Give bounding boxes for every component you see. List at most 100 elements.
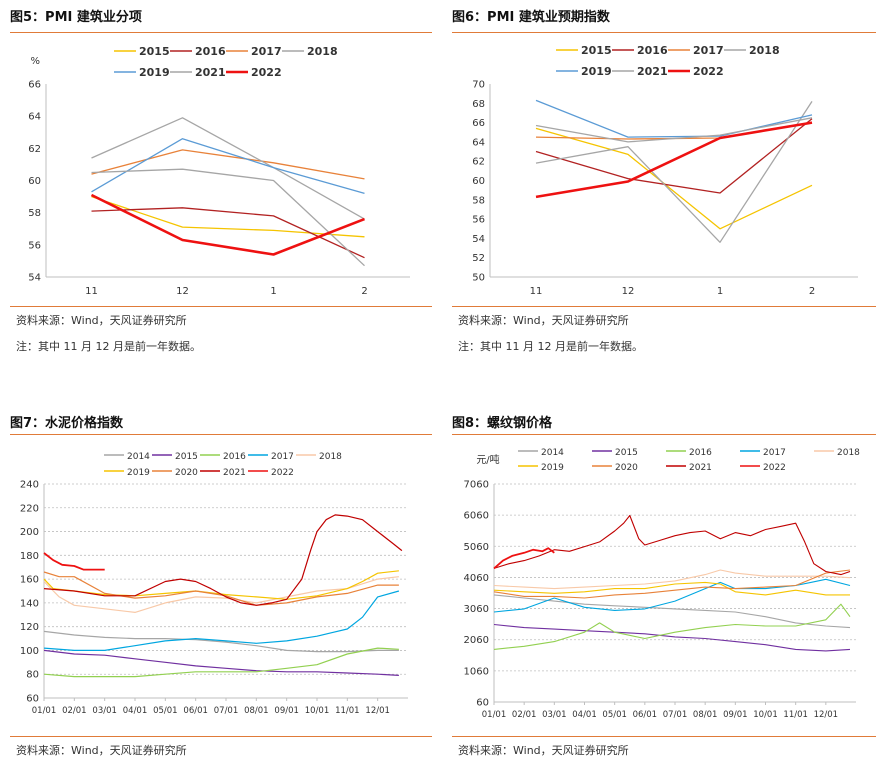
x-tick-label: 02/01 bbox=[512, 710, 537, 720]
series-line-2022 bbox=[90, 193, 365, 256]
series-line-2022 bbox=[493, 547, 555, 570]
legend-label-2022: 2022 bbox=[763, 463, 786, 473]
legend-label-2020: 2020 bbox=[615, 463, 638, 473]
y-tick-label: 66 bbox=[472, 118, 485, 129]
legend-label-2021: 2021 bbox=[689, 463, 712, 473]
series-line-2017 bbox=[493, 578, 851, 613]
legend-label-2017: 2017 bbox=[763, 448, 786, 458]
footnote-text: 注：其中 11 月 12 月是前一年数据。 bbox=[458, 340, 643, 353]
legend-label-2018: 2018 bbox=[319, 452, 342, 462]
series-line-2021 bbox=[91, 168, 365, 267]
title-divider bbox=[452, 32, 876, 33]
y-tick-label: 64 bbox=[472, 137, 485, 148]
x-tick-label: 03/01 bbox=[92, 706, 117, 716]
series-line-2019 bbox=[91, 138, 365, 195]
y-tick-label: 68 bbox=[472, 99, 485, 110]
series-line-2015 bbox=[43, 649, 399, 676]
x-tick-label: 12/01 bbox=[814, 710, 839, 720]
series-line-2018 bbox=[43, 576, 399, 613]
y-tick-label: 54 bbox=[28, 273, 41, 284]
y-tick-label: 80 bbox=[26, 670, 39, 681]
series-line-2019 bbox=[493, 581, 850, 596]
x-tick-label: 11 bbox=[85, 286, 98, 297]
x-tick-label: 2 bbox=[809, 286, 815, 297]
x-tick-label: 12 bbox=[176, 286, 189, 297]
legend-label-2016: 2016 bbox=[637, 44, 668, 57]
y-tick-label: 6060 bbox=[464, 511, 489, 522]
series-line-2021 bbox=[493, 514, 851, 576]
y-tick-label: 56 bbox=[28, 240, 41, 251]
series-line-2019 bbox=[535, 99, 813, 138]
y-tick-label: 64 bbox=[28, 112, 41, 123]
y-tick-label: 58 bbox=[472, 195, 485, 206]
y-tick-label: 240 bbox=[20, 480, 39, 491]
series-line-2018 bbox=[493, 569, 851, 590]
legend-label-2019: 2019 bbox=[541, 463, 564, 473]
source-text: 资料来源：Wind，天风证券研究所 bbox=[16, 314, 187, 327]
x-tick-label: 12 bbox=[622, 286, 635, 297]
source-text: 资料来源：Wind，天风证券研究所 bbox=[458, 744, 629, 757]
x-tick-label: 11/01 bbox=[783, 710, 808, 720]
y-tick-label: 60 bbox=[472, 176, 485, 187]
source-divider bbox=[10, 736, 432, 737]
x-tick-label: 10/01 bbox=[753, 710, 778, 720]
legend-label-2017: 2017 bbox=[693, 44, 724, 57]
y-tick-label: 62 bbox=[28, 144, 41, 155]
y-tick-label: 52 bbox=[472, 253, 485, 264]
y-tick-label: 60 bbox=[28, 176, 41, 187]
legend-label-2015: 2015 bbox=[581, 44, 612, 57]
legend-label-2014: 2014 bbox=[541, 448, 564, 458]
x-tick-label: 05/01 bbox=[153, 706, 178, 716]
y-tick-label: 1060 bbox=[464, 666, 489, 677]
x-tick-label: 09/01 bbox=[274, 706, 299, 716]
x-tick-label: 08/01 bbox=[693, 710, 718, 720]
legend-label-2015: 2015 bbox=[175, 452, 198, 462]
y-tick-label: 160 bbox=[20, 575, 39, 586]
source-text: 资料来源：Wind，天风证券研究所 bbox=[458, 314, 629, 327]
chart-panel-rebar-price: 图8：螺纹钢价格 60 1060 2060 3060 4060 5060 6060 7060 元… bbox=[452, 412, 876, 758]
y-tick-label: 140 bbox=[20, 598, 39, 609]
y-tick-label: 120 bbox=[20, 622, 39, 633]
title-divider bbox=[452, 434, 876, 435]
chart-panel-pmi-expectation: 图6：PMI 建筑业预期指数 50 52 54 56 58 60 62 64 66 68 70 11 1… bbox=[452, 6, 876, 356]
series-line-2020 bbox=[43, 571, 399, 606]
x-tick-label: 07/01 bbox=[214, 706, 239, 716]
y-tick-label: 4060 bbox=[464, 573, 489, 584]
legend-label-2016: 2016 bbox=[223, 452, 246, 462]
source-divider bbox=[452, 306, 876, 307]
series-line-2015 bbox=[535, 127, 813, 230]
legend-label-2022: 2022 bbox=[271, 468, 294, 478]
legend-label-2021: 2021 bbox=[223, 468, 246, 478]
y-tick-label: 180 bbox=[20, 551, 39, 562]
y-tick-label: 200 bbox=[20, 527, 39, 538]
y-tick-label: 56 bbox=[472, 215, 485, 226]
series-line-2018 bbox=[535, 101, 813, 243]
y-tick-label: 66 bbox=[28, 80, 41, 91]
x-tick-label: 1 bbox=[270, 286, 276, 297]
y-tick-label: 50 bbox=[472, 273, 485, 284]
y-tick-label: 100 bbox=[20, 646, 39, 657]
series-line-2015 bbox=[493, 623, 851, 652]
series-line-2014 bbox=[43, 630, 399, 653]
chart-title: 图6：PMI 建筑业预期指数 bbox=[452, 10, 610, 25]
legend-label-2016: 2016 bbox=[195, 45, 226, 58]
series-line-2022 bbox=[43, 552, 105, 571]
legend-label-2015: 2015 bbox=[139, 45, 170, 58]
y-tick-label: 5060 bbox=[464, 542, 489, 553]
source-divider bbox=[452, 736, 876, 737]
legend-label-2019: 2019 bbox=[581, 65, 612, 78]
title-divider bbox=[10, 434, 432, 435]
footnote-text: 注：其中 11 月 12 月是前一年数据。 bbox=[16, 340, 201, 353]
y-tick-label: 62 bbox=[472, 157, 485, 168]
x-tick-label: 04/01 bbox=[123, 706, 148, 716]
x-tick-label: 03/01 bbox=[542, 710, 567, 720]
series-line-2014 bbox=[493, 594, 851, 629]
legend-label-2019: 2019 bbox=[139, 66, 170, 79]
x-tick-label: 06/01 bbox=[633, 710, 658, 720]
x-tick-label: 12/01 bbox=[365, 706, 390, 716]
y-tick-label: 54 bbox=[472, 234, 485, 245]
chart-title: 图5：PMI 建筑业分项 bbox=[10, 10, 142, 25]
series-line-2018 bbox=[91, 117, 365, 220]
y-tick-label: 220 bbox=[20, 503, 39, 514]
legend-label-2019: 2019 bbox=[127, 468, 150, 478]
